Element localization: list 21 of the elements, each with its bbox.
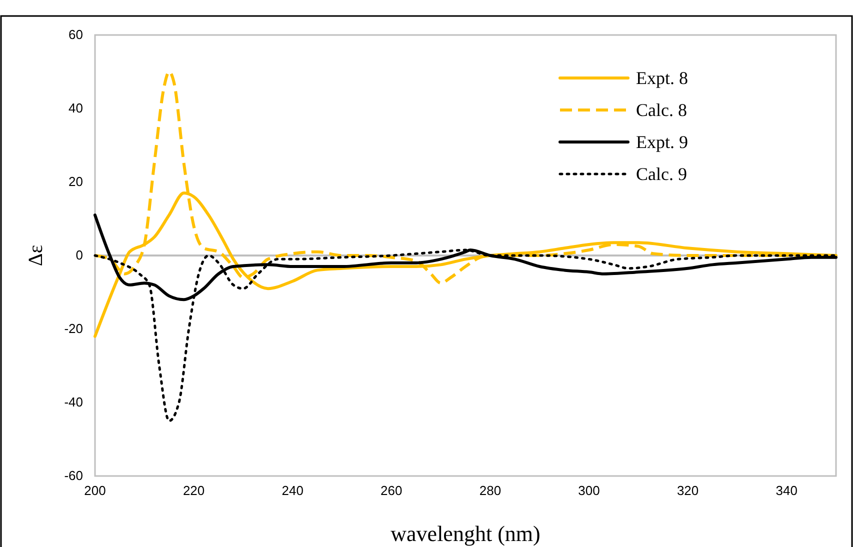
x-tick-label: 220 [182, 483, 205, 498]
y-tick-label: 20 [68, 174, 83, 190]
x-tick-label: 260 [380, 483, 402, 498]
x-tick-label: 300 [578, 483, 600, 498]
x-tick-label: 200 [84, 483, 106, 498]
y-tick-label: -40 [64, 394, 83, 410]
legend-label: Expt. 9 [636, 132, 688, 152]
y-tick-label: -60 [64, 468, 83, 484]
y-axis-title: Δε [25, 244, 47, 266]
x-tick-label: 340 [776, 483, 798, 498]
y-tick-label: -20 [64, 321, 83, 336]
y-tick-label: 60 [68, 27, 83, 42]
y-tick-label: 0 [76, 248, 83, 263]
x-tick-label: 280 [479, 483, 502, 498]
y-tick-label: 40 [68, 100, 83, 116]
legend-label: Calc. 9 [636, 164, 687, 184]
x-tick-label: 320 [676, 483, 699, 498]
x-axis-title: wavelenght (nm) [390, 521, 540, 546]
legend-label: Calc. 8 [636, 100, 687, 120]
x-tick-label: 240 [282, 483, 304, 498]
legend-label: Expt. 8 [636, 68, 688, 88]
